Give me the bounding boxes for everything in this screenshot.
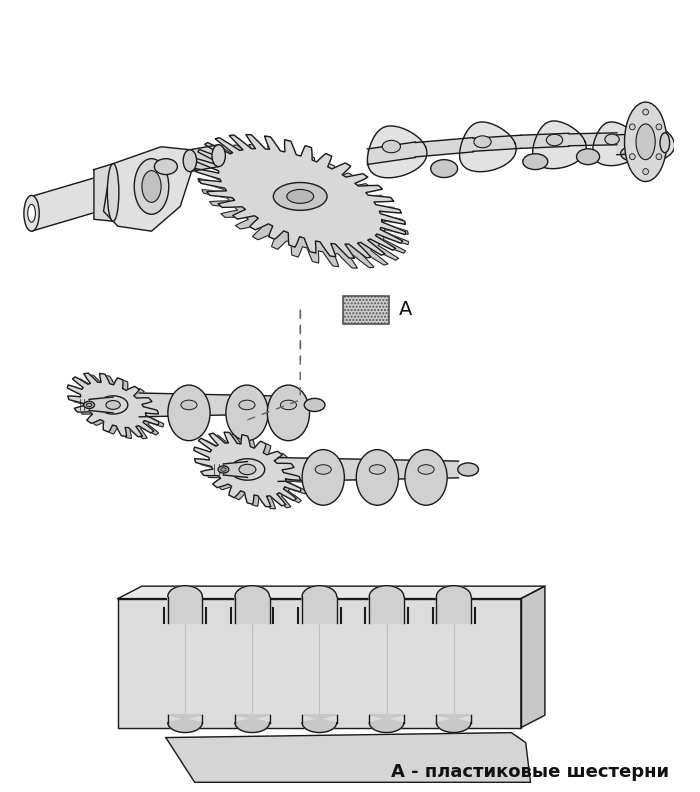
Ellipse shape <box>220 468 226 471</box>
Polygon shape <box>118 586 545 599</box>
Ellipse shape <box>226 385 268 440</box>
Ellipse shape <box>315 465 331 474</box>
Polygon shape <box>278 458 458 482</box>
Polygon shape <box>94 164 113 221</box>
Polygon shape <box>197 144 409 268</box>
Polygon shape <box>634 124 675 162</box>
Ellipse shape <box>281 400 297 409</box>
Ellipse shape <box>106 401 120 409</box>
Polygon shape <box>593 122 640 166</box>
Ellipse shape <box>107 164 119 221</box>
Polygon shape <box>195 135 405 258</box>
Ellipse shape <box>24 196 39 231</box>
Ellipse shape <box>267 385 309 440</box>
Polygon shape <box>168 585 202 623</box>
Polygon shape <box>368 126 427 177</box>
Ellipse shape <box>621 147 642 161</box>
Ellipse shape <box>28 204 36 223</box>
Polygon shape <box>437 714 471 733</box>
Ellipse shape <box>629 124 635 130</box>
Polygon shape <box>617 133 665 154</box>
Polygon shape <box>473 135 521 151</box>
Ellipse shape <box>382 140 400 153</box>
Ellipse shape <box>212 145 225 166</box>
Polygon shape <box>415 138 473 157</box>
Polygon shape <box>32 177 99 231</box>
Ellipse shape <box>230 459 265 480</box>
Ellipse shape <box>183 150 197 172</box>
Polygon shape <box>370 714 404 733</box>
Ellipse shape <box>656 124 662 130</box>
Text: A: A <box>399 300 412 319</box>
Ellipse shape <box>304 398 325 412</box>
Polygon shape <box>223 462 247 478</box>
Ellipse shape <box>287 189 314 204</box>
Text: А - пластиковые шестерни: А - пластиковые шестерни <box>391 763 670 782</box>
Ellipse shape <box>370 465 386 474</box>
Polygon shape <box>235 714 270 733</box>
Ellipse shape <box>656 154 662 160</box>
Polygon shape <box>190 145 218 172</box>
Ellipse shape <box>660 133 670 153</box>
Ellipse shape <box>86 403 92 406</box>
Polygon shape <box>437 585 471 623</box>
Ellipse shape <box>155 158 177 174</box>
Ellipse shape <box>181 400 197 409</box>
Ellipse shape <box>546 135 563 146</box>
Bar <box>344 295 389 323</box>
Ellipse shape <box>636 124 655 160</box>
Polygon shape <box>235 585 270 623</box>
Ellipse shape <box>302 450 344 505</box>
Ellipse shape <box>577 149 600 165</box>
Polygon shape <box>368 142 415 165</box>
Ellipse shape <box>605 134 620 145</box>
Polygon shape <box>370 585 404 623</box>
Ellipse shape <box>218 466 229 473</box>
Polygon shape <box>569 133 617 146</box>
Ellipse shape <box>643 169 648 174</box>
Ellipse shape <box>142 170 161 203</box>
Ellipse shape <box>430 160 458 177</box>
Polygon shape <box>302 585 337 623</box>
Polygon shape <box>168 714 202 733</box>
Ellipse shape <box>458 463 479 476</box>
Ellipse shape <box>418 465 434 474</box>
Polygon shape <box>460 122 516 172</box>
Polygon shape <box>89 397 113 413</box>
Ellipse shape <box>84 402 95 409</box>
Polygon shape <box>521 586 545 728</box>
Polygon shape <box>72 375 164 439</box>
Ellipse shape <box>644 135 657 143</box>
Ellipse shape <box>405 450 447 505</box>
Ellipse shape <box>523 154 548 169</box>
Ellipse shape <box>356 450 398 505</box>
Ellipse shape <box>624 102 666 181</box>
Polygon shape <box>199 434 306 508</box>
Polygon shape <box>194 432 301 507</box>
Ellipse shape <box>629 154 635 160</box>
Polygon shape <box>521 133 569 148</box>
Ellipse shape <box>168 385 210 440</box>
Ellipse shape <box>474 136 491 148</box>
Polygon shape <box>104 147 195 231</box>
Ellipse shape <box>239 464 256 474</box>
Ellipse shape <box>239 400 255 409</box>
Polygon shape <box>302 714 337 733</box>
Ellipse shape <box>99 396 128 414</box>
Polygon shape <box>533 121 586 169</box>
Ellipse shape <box>134 158 169 215</box>
Polygon shape <box>118 599 521 728</box>
Ellipse shape <box>643 109 648 115</box>
Ellipse shape <box>273 182 327 211</box>
Polygon shape <box>67 373 159 436</box>
Polygon shape <box>139 393 305 417</box>
Polygon shape <box>166 733 531 782</box>
